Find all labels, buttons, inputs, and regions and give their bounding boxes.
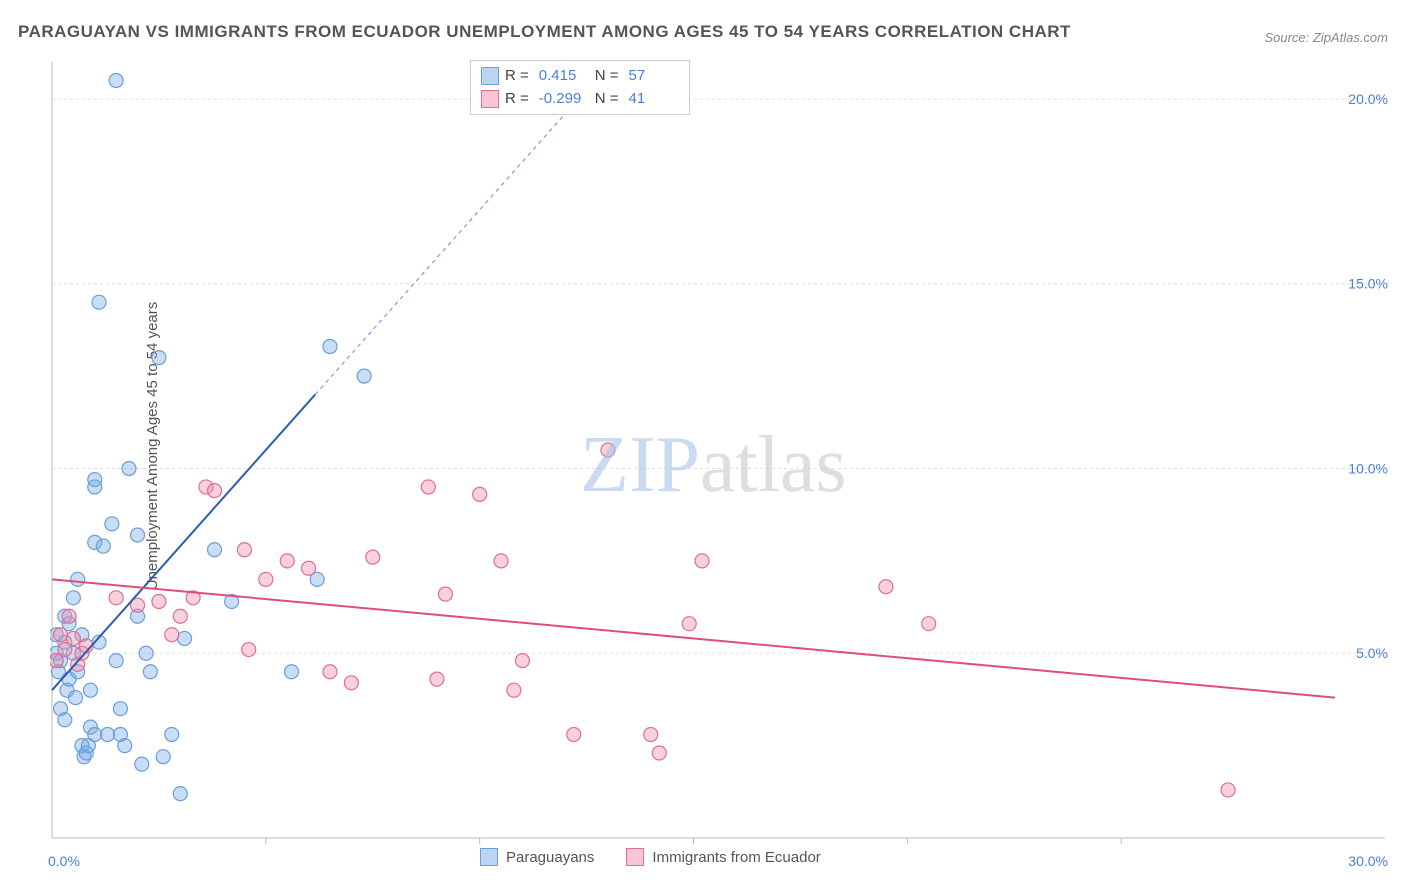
chart-title: PARAGUAYAN VS IMMIGRANTS FROM ECUADOR UN… [18,22,1071,42]
legend-label-series1: Paraguayans [506,849,594,866]
n-value-1: 57 [629,65,679,88]
r-label-2: R = [505,88,529,111]
series-legend: Paraguayans Immigrants from Ecuador [480,848,821,866]
n-value-2: 41 [629,88,679,111]
swatch-pink-icon [481,90,499,108]
r-value-2: -0.299 [539,88,589,111]
x-tick-end: 30.0% [1348,853,1388,869]
stats-row-series2: R = -0.299 N = 41 [481,88,679,111]
r-label-1: R = [505,65,529,88]
chart-plot-area: 5.0% 10.0% 15.0% 20.0% [50,56,1390,856]
swatch-blue-icon [480,848,498,866]
source-name: ZipAtlas.com [1313,30,1388,45]
x-tick-start: 0.0% [48,853,80,869]
n-label-1: N = [595,65,619,88]
svg-text:20.0%: 20.0% [1348,91,1388,107]
n-label-2: N = [595,88,619,111]
source-prefix: Source: [1264,30,1312,45]
swatch-blue-icon [481,67,499,85]
chart-svg: 5.0% 10.0% 15.0% 20.0% [50,56,1390,856]
legend-item-series2: Immigrants from Ecuador [626,848,820,866]
svg-text:5.0%: 5.0% [1356,645,1388,661]
svg-text:10.0%: 10.0% [1348,460,1388,476]
stats-row-series1: R = 0.415 N = 57 [481,65,679,88]
stats-legend: R = 0.415 N = 57 R = -0.299 N = 41 [470,60,690,115]
legend-label-series2: Immigrants from Ecuador [652,849,820,866]
swatch-pink-icon [626,848,644,866]
source-attribution: Source: ZipAtlas.com [1264,30,1388,45]
svg-text:15.0%: 15.0% [1348,276,1388,292]
legend-item-series1: Paraguayans [480,848,594,866]
r-value-1: 0.415 [539,65,589,88]
